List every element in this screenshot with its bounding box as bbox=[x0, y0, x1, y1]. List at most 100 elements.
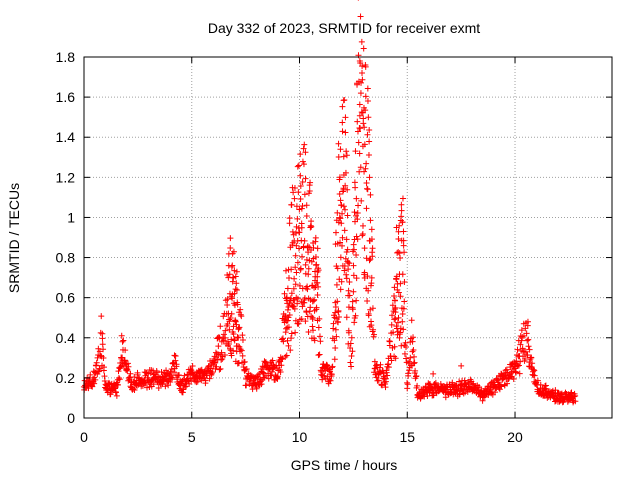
data-point bbox=[242, 366, 249, 373]
data-point bbox=[332, 303, 339, 310]
x-tick-label: 10 bbox=[292, 429, 308, 445]
y-tick-label: 1 bbox=[67, 209, 75, 225]
data-point bbox=[375, 377, 382, 384]
data-point bbox=[393, 224, 400, 231]
data-point bbox=[293, 242, 300, 249]
data-point bbox=[93, 362, 100, 369]
data-point bbox=[220, 313, 227, 320]
data-point bbox=[218, 356, 225, 363]
data-point bbox=[299, 253, 306, 260]
data-point bbox=[212, 359, 219, 366]
y-tick-label: 0.8 bbox=[56, 250, 76, 266]
data-point bbox=[312, 234, 319, 241]
x-tick-label: 0 bbox=[80, 429, 88, 445]
data-point bbox=[353, 195, 360, 202]
data-point bbox=[292, 264, 299, 271]
data-point bbox=[231, 336, 238, 343]
data-point bbox=[357, 13, 364, 20]
data-point bbox=[288, 201, 295, 208]
data-point bbox=[118, 355, 125, 362]
data-point bbox=[388, 357, 395, 364]
data-point bbox=[384, 372, 391, 379]
data-point bbox=[183, 383, 190, 390]
data-point bbox=[194, 378, 201, 385]
data-point bbox=[112, 389, 119, 396]
data-point bbox=[296, 229, 303, 236]
data-point bbox=[87, 371, 94, 378]
data-point bbox=[232, 273, 239, 280]
data-point bbox=[186, 380, 193, 387]
data-point bbox=[526, 346, 533, 353]
data-point bbox=[349, 348, 356, 355]
data-point bbox=[430, 370, 437, 377]
data-point bbox=[122, 347, 129, 354]
data-point bbox=[368, 274, 375, 281]
data-point bbox=[222, 334, 229, 341]
data-point bbox=[368, 226, 375, 233]
data-point bbox=[410, 346, 417, 353]
data-point bbox=[295, 245, 302, 252]
data-point bbox=[362, 107, 369, 114]
data-point bbox=[121, 357, 128, 364]
data-point bbox=[313, 304, 320, 311]
data-point bbox=[119, 354, 126, 361]
data-point bbox=[224, 272, 231, 279]
data-point bbox=[353, 233, 360, 240]
data-point bbox=[414, 382, 421, 389]
data-point bbox=[395, 314, 402, 321]
data-point bbox=[224, 302, 231, 309]
data-point bbox=[225, 341, 232, 348]
data-point bbox=[357, 125, 364, 132]
data-point bbox=[343, 148, 350, 155]
data-point bbox=[313, 261, 320, 268]
data-point bbox=[292, 329, 299, 336]
data-point bbox=[218, 349, 225, 356]
data-point bbox=[356, 101, 363, 108]
data-point bbox=[342, 182, 349, 189]
data-point bbox=[215, 343, 222, 350]
data-point bbox=[432, 379, 439, 386]
data-point bbox=[344, 212, 351, 219]
data-point bbox=[292, 252, 299, 259]
data-point bbox=[403, 355, 410, 362]
data-point bbox=[329, 363, 336, 370]
data-point bbox=[155, 384, 162, 391]
data-point bbox=[101, 364, 108, 371]
data-point bbox=[458, 362, 465, 369]
data-point bbox=[334, 298, 341, 305]
data-point bbox=[315, 267, 322, 274]
data-point bbox=[217, 365, 224, 372]
data-point bbox=[127, 370, 134, 377]
data-point bbox=[360, 45, 367, 52]
data-point bbox=[391, 343, 398, 350]
data-point bbox=[222, 327, 229, 334]
data-point bbox=[229, 278, 236, 285]
data-point bbox=[288, 290, 295, 297]
data-point bbox=[231, 267, 238, 274]
data-point bbox=[340, 153, 347, 160]
data-point bbox=[399, 311, 406, 318]
data-point bbox=[277, 369, 284, 376]
data-point bbox=[296, 282, 303, 289]
data-point bbox=[368, 280, 375, 287]
data-point bbox=[339, 210, 346, 217]
data-point bbox=[345, 304, 352, 311]
data-point bbox=[228, 310, 235, 317]
data-point bbox=[130, 385, 137, 392]
data-point bbox=[239, 332, 246, 339]
data-point bbox=[317, 338, 324, 345]
chart-title: Day 332 of 2023, SRMTID for receiver exm… bbox=[208, 20, 480, 36]
data-point bbox=[399, 318, 406, 325]
data-point bbox=[341, 227, 348, 234]
data-point bbox=[227, 314, 234, 321]
data-point bbox=[306, 187, 313, 194]
data-point bbox=[339, 119, 346, 126]
data-point bbox=[337, 146, 344, 153]
data-point bbox=[288, 330, 295, 337]
data-point bbox=[286, 220, 293, 227]
data-point bbox=[333, 315, 340, 322]
data-point bbox=[257, 378, 264, 385]
data-point bbox=[398, 207, 405, 214]
data-point bbox=[346, 260, 353, 267]
data-point bbox=[504, 380, 511, 387]
